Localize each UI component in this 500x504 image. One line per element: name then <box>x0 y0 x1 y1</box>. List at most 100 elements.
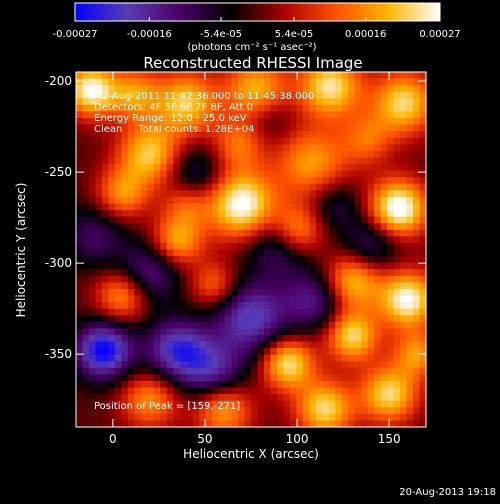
heatmap-cell <box>166 420 174 428</box>
heatmap-cell <box>192 164 200 172</box>
heatmap-cell <box>231 118 239 126</box>
heatmap-cell <box>328 256 336 264</box>
heatmap-cell <box>192 321 200 329</box>
heatmap-cell <box>413 288 421 297</box>
heatmap-cell <box>160 85 168 93</box>
heatmap-cell <box>82 177 90 185</box>
heatmap-cell <box>244 210 252 218</box>
heatmap-cell <box>199 394 207 402</box>
heatmap-cell <box>374 111 382 119</box>
heatmap-cell <box>153 315 161 323</box>
heatmap-cell <box>361 275 369 283</box>
heatmap-cell <box>251 183 259 191</box>
heatmap-cell <box>309 354 317 362</box>
heatmap-cell <box>361 387 369 395</box>
heatmap-cell <box>335 420 343 428</box>
heatmap-cell <box>296 223 304 231</box>
heatmap-cell <box>328 394 336 402</box>
heatmap-cell <box>101 118 110 126</box>
heatmap-cell <box>121 223 129 231</box>
heatmap-cell <box>296 249 304 257</box>
heatmap-cell <box>341 407 349 415</box>
heatmap-cell <box>309 78 317 86</box>
heatmap-cell <box>393 104 401 113</box>
heatmap-cell <box>263 302 272 310</box>
heatmap-cell <box>140 302 148 310</box>
heatmap-cell <box>270 78 278 86</box>
heatmap-cell <box>276 157 285 165</box>
heatmap-cell <box>179 170 187 178</box>
heatmap-cell <box>322 407 330 415</box>
heatmap-cell <box>218 216 226 224</box>
heatmap-cell <box>173 380 181 389</box>
heatmap-cell <box>140 288 148 297</box>
heatmap-cell <box>276 216 285 224</box>
heatmap-cell <box>309 229 317 237</box>
heatmap-cell <box>309 85 317 93</box>
heatmap-cell <box>82 249 90 257</box>
heatmap-cell <box>225 262 233 270</box>
heatmap-cell <box>212 400 220 408</box>
heatmap-cell <box>95 177 103 185</box>
heatmap-cell <box>309 380 317 389</box>
heatmap-cell <box>153 144 161 152</box>
heatmap-cell <box>88 177 97 185</box>
x-tick-label: 0 <box>109 432 117 446</box>
heatmap-cell <box>101 196 110 205</box>
heatmap-cell <box>199 124 207 132</box>
heatmap-cell <box>296 72 304 80</box>
heatmap-cell <box>335 118 343 126</box>
heatmap-cell <box>166 183 174 191</box>
heatmap-cell <box>322 111 330 119</box>
heatmap-cell <box>95 334 103 343</box>
heatmap-cell <box>419 361 427 369</box>
heatmap-cell <box>225 196 233 205</box>
heatmap-cell <box>406 229 414 237</box>
heatmap-cell <box>192 334 200 343</box>
heatmap-cell <box>127 78 135 86</box>
heatmap-cell <box>173 170 181 178</box>
heatmap-cell <box>348 242 356 251</box>
heatmap-cell <box>205 183 213 191</box>
heatmap-cell <box>192 288 200 297</box>
heatmap-cell <box>354 91 362 99</box>
heatmap-cell <box>380 374 388 382</box>
heatmap-cell <box>348 275 356 283</box>
heatmap-cell <box>153 170 161 178</box>
heatmap-cell <box>348 98 356 106</box>
heatmap-cell <box>127 131 135 139</box>
heatmap-cell <box>289 328 297 336</box>
heatmap-cell <box>393 91 401 99</box>
heatmap-cell <box>406 295 414 303</box>
heatmap-cell <box>166 124 174 132</box>
heatmap-cell <box>114 177 122 185</box>
heatmap-cell <box>218 98 226 106</box>
heatmap-cell <box>127 177 135 185</box>
heatmap-cell <box>192 157 200 165</box>
heatmap-cell <box>380 288 388 297</box>
heatmap-cell <box>153 164 161 172</box>
heatmap-cell <box>348 203 356 211</box>
heatmap-cell <box>101 78 110 86</box>
heatmap-cell <box>88 288 97 297</box>
heatmap-cell <box>225 380 233 389</box>
heatmap-cell <box>108 144 116 152</box>
heatmap-cell <box>296 341 304 349</box>
heatmap-cell <box>82 170 90 178</box>
heatmap-cell <box>309 387 317 395</box>
heatmap-cell <box>82 288 90 297</box>
heatmap-cell <box>296 170 304 178</box>
heatmap-cell <box>257 137 265 145</box>
heatmap-cell <box>335 210 343 218</box>
heatmap-cell <box>114 275 122 283</box>
heatmap-cell <box>186 242 194 251</box>
heatmap-cell <box>374 249 382 257</box>
heatmap-cell <box>393 380 401 389</box>
heatmap-cell <box>393 321 401 329</box>
heatmap-cell <box>205 302 213 310</box>
heatmap-cell <box>134 183 142 191</box>
heatmap-cell <box>315 85 323 93</box>
heatmap-cell <box>335 341 343 349</box>
heatmap-cell <box>218 164 226 172</box>
heatmap-cell <box>406 269 414 277</box>
